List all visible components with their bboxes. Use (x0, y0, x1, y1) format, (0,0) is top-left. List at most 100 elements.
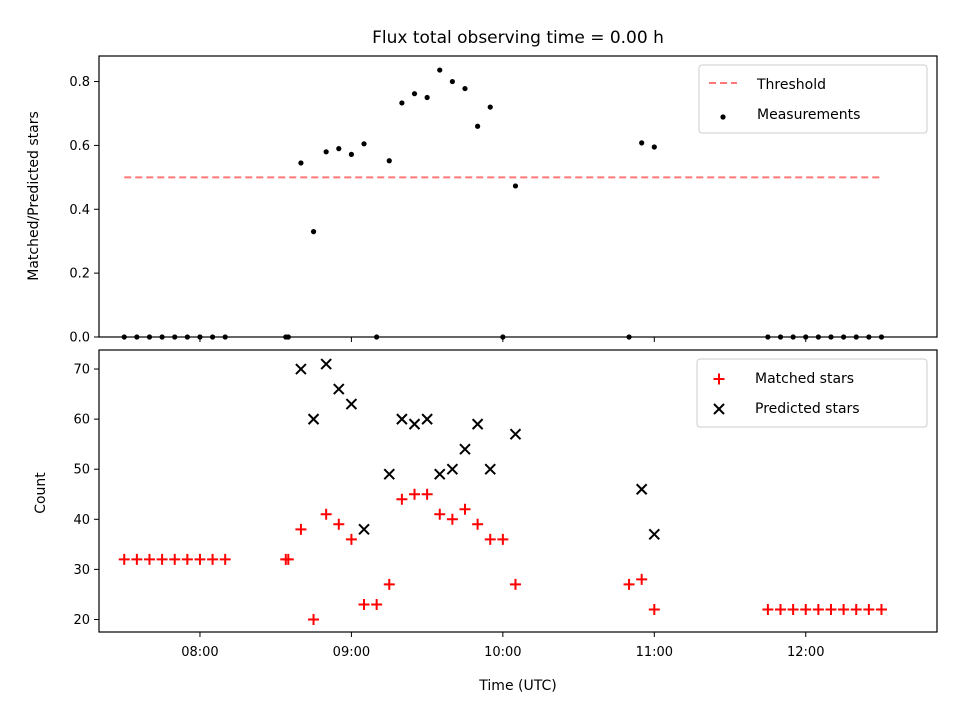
matched-stars-point (648, 603, 660, 615)
measurements-point (512, 183, 519, 189)
measurements-point (651, 144, 657, 150)
matched-stars-point (143, 553, 155, 565)
matched-stars-point (775, 603, 787, 615)
legend-box (698, 64, 928, 134)
matched-stars-point (194, 553, 206, 565)
measurements-point (487, 104, 493, 110)
predicted-stars-point (383, 468, 395, 480)
measurements-point (298, 160, 304, 166)
measurements-point (323, 149, 329, 155)
y-tick-label: 70 (73, 363, 90, 378)
matched-stars-point (825, 603, 837, 615)
y-tick-label: 0.0 (69, 331, 90, 346)
predicted-stars-point (509, 428, 522, 440)
matched-stars-point (497, 533, 509, 545)
predicted-stars-point (358, 523, 370, 536)
predicted-stars-point (446, 463, 459, 475)
predicted-stars-point (295, 363, 307, 375)
matched-stars-point (371, 598, 383, 610)
matched-stars-point (345, 533, 357, 545)
legend-label: Measurements (757, 107, 860, 123)
predicted-stars-point (333, 383, 345, 395)
x-tick-label: 10:00 (484, 645, 521, 660)
y-tick-label: 0.8 (69, 75, 90, 90)
predicted-stars-point (459, 443, 471, 455)
matched-stars-point (282, 553, 294, 565)
y-tick-label: 0.6 (69, 139, 90, 154)
matched-stars-point (838, 603, 850, 615)
matched-stars-point (875, 603, 887, 615)
matched-stars-point (636, 573, 648, 585)
y-tick-label: 30 (73, 563, 90, 578)
matched-stars-point (800, 603, 812, 615)
matched-stars-point (131, 553, 143, 565)
legend-marker (720, 114, 726, 120)
matched-stars-point (308, 613, 320, 625)
predicted-stars-point (408, 418, 421, 430)
bottom-plot-area: 20 30 40 50 60 70 08:00 09:00 10:00 11:00 12:00 Mat… (73, 358, 928, 660)
top-panel: Flux total observing time = 0.00 h Match… (26, 28, 938, 346)
predicted-stars-point (345, 398, 358, 410)
matched-stars-point (623, 578, 635, 590)
predicted-stars-point (434, 468, 446, 480)
y-tick-label: 20 (73, 613, 90, 628)
measurements-point (336, 146, 342, 152)
matched-stars-point (812, 603, 824, 615)
predicted-stars-point (320, 358, 332, 370)
top-y-axis-label: Matched/Predicted stars (26, 111, 42, 281)
legend-label: Threshold (756, 77, 826, 93)
top-axes-frame (98, 55, 938, 338)
predicted-stars-point (421, 413, 433, 425)
x-axis-label: Time (UTC) (478, 678, 556, 694)
chart-title: Flux total observing time = 0.00 h (372, 28, 664, 48)
top-plot-area: 0.0 0.2 0.4 0.6 0.8 Threshold Measurements (69, 64, 928, 346)
matched-stars-point (156, 553, 168, 565)
matched-stars-point (434, 508, 446, 520)
y-tick-label: 0.4 (69, 203, 90, 218)
x-tick-label: 11:00 (636, 645, 673, 660)
predicted-stars-point (648, 528, 661, 541)
y-tick-label: 0.2 (69, 267, 90, 282)
x-tick-label: 09:00 (333, 645, 370, 660)
measurements-point (411, 91, 418, 97)
matched-stars-point (295, 523, 307, 535)
matched-stars-point (850, 603, 862, 615)
matched-stars-point (181, 553, 193, 565)
matched-stars-point (207, 553, 219, 565)
measurements-point (361, 141, 367, 147)
matched-stars-point (396, 493, 408, 505)
measurements-point (310, 229, 317, 235)
predicted-stars-point (635, 483, 648, 495)
legend-label: Matched stars (755, 371, 854, 387)
matched-stars-point (762, 603, 774, 615)
matched-stars-point (459, 503, 471, 515)
bottom-axes-frame (98, 349, 938, 633)
matched-stars-point (118, 553, 130, 565)
measurements-point (462, 85, 468, 92)
matched-stars-point (787, 603, 799, 615)
legend-marker (713, 373, 725, 385)
predicted-stars-point (471, 418, 484, 430)
matched-stars-point (333, 518, 345, 530)
x-tick-label: 12:00 (787, 645, 824, 660)
measurements-point (424, 94, 430, 101)
y-tick-label: 40 (73, 513, 90, 528)
measurements-point (399, 100, 405, 106)
measurements-point (437, 67, 443, 73)
matched-stars-point (383, 578, 395, 590)
matched-stars-point (863, 603, 875, 615)
bottom-y-axis-label: Count (33, 472, 49, 514)
matched-stars-point (421, 488, 433, 500)
x-tick-label: 08:00 (181, 645, 218, 660)
bottom-panel: Count Time (UTC) 20 30 40 50 60 70 08:00 09:00 1… (33, 349, 938, 694)
legend-label: Predicted stars (755, 401, 860, 417)
matched-stars-point (484, 533, 496, 545)
matched-stars-point (509, 578, 521, 590)
matched-stars-point (320, 508, 332, 520)
predicted-stars-point (307, 413, 320, 425)
measurements-point (386, 158, 392, 164)
measurements-point (639, 140, 645, 146)
y-tick-label: 50 (73, 463, 90, 478)
legend-box (696, 358, 928, 428)
